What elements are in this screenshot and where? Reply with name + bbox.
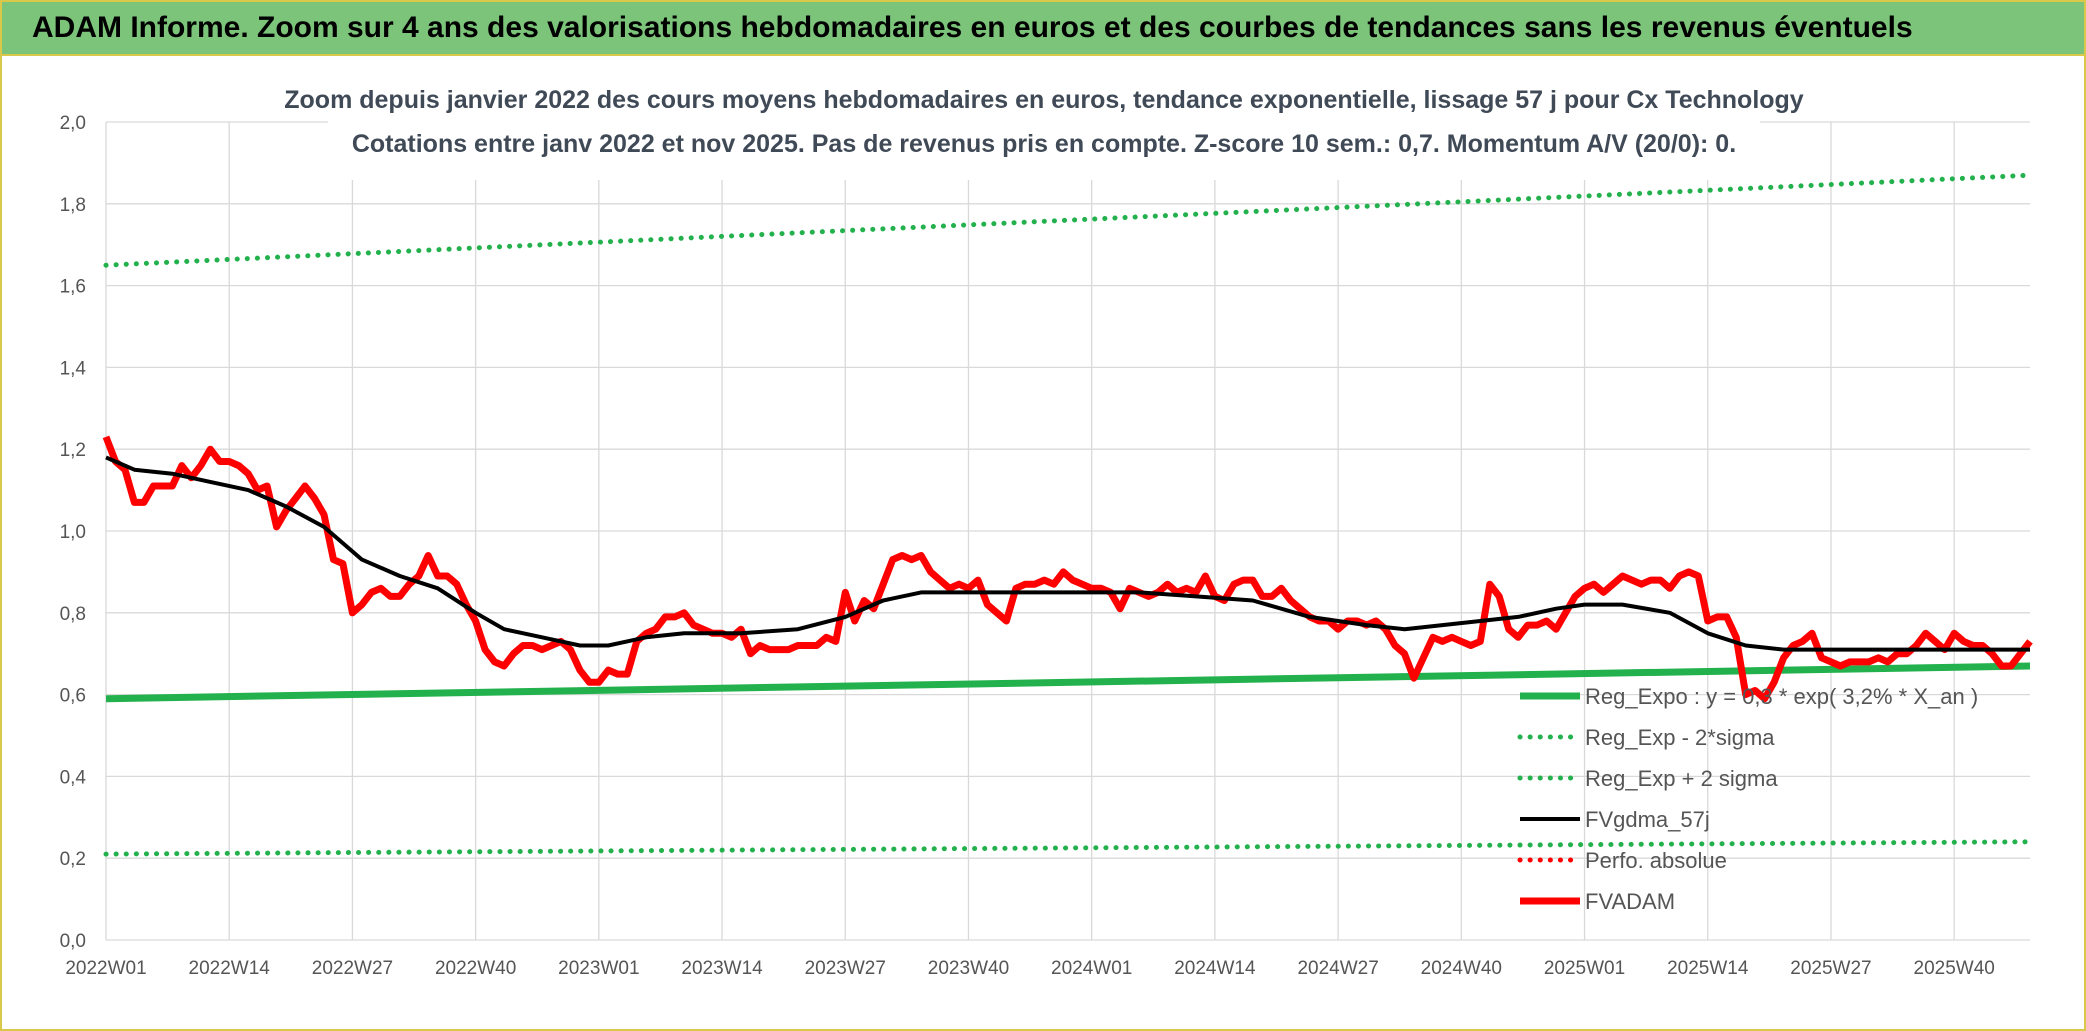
- series-line: [103, 172, 2033, 268]
- chart-title: Zoom depuis janvier 2022 des cours moyen…: [284, 86, 1804, 114]
- y-tick-label: 1,4: [60, 358, 87, 379]
- legend-label: Perfo. absolue: [1585, 848, 1727, 873]
- x-tick-label: 2024W01: [1051, 958, 1132, 979]
- report-title: ADAM Informe. Zoom sur 4 ans des valoris…: [32, 11, 1913, 44]
- chart-subtitle: Cotations entre janv 2022 et nov 2025. P…: [352, 130, 1736, 158]
- x-tick-label: 2025W01: [1544, 958, 1625, 979]
- legend: Reg_Expo : y = 0,3 * exp( 3,2% * X_an ) R…: [1517, 684, 1978, 914]
- x-tick-label: 2023W40: [928, 958, 1009, 979]
- x-tick-label: 2024W27: [1297, 958, 1378, 979]
- x-tick-label: 2025W27: [1790, 958, 1871, 979]
- x-tick-label: 2025W14: [1667, 958, 1749, 979]
- legend-label: FVADAM: [1585, 889, 1675, 914]
- series-line: [105, 662, 2031, 703]
- title-background: [328, 76, 1760, 180]
- y-axis: 0,0 0,2 0,4 0,6 0,8 1,0 1,2 1,4 1,6 1,8 2,0: [60, 113, 87, 952]
- legend-label: Reg_Expo : y = 0,3 * exp( 3,2% * X_an ): [1585, 684, 1978, 709]
- line-chart: 0,0 0,2 0,4 0,6 0,8 1,0 1,2 1,4 1,6 1,8 2,0 2022W0…: [60, 76, 2033, 979]
- y-tick-label: 2,0: [60, 113, 86, 134]
- x-tick-label: 2022W01: [65, 958, 146, 979]
- y-tick-label: 1,0: [60, 522, 86, 543]
- x-tick-label: 2023W27: [805, 958, 886, 979]
- x-tick-label: 2022W27: [312, 958, 393, 979]
- legend-label: Reg_Exp - 2*sigma: [1585, 725, 1775, 750]
- x-tick-label: 2022W40: [435, 958, 516, 979]
- x-axis: 2022W01 2022W14 2022W27 2022W40 2023W01 2023W…: [65, 958, 1995, 979]
- y-tick-label: 0,2: [60, 849, 86, 870]
- series-line: [103, 839, 2033, 857]
- report-banner: ADAM Informe. Zoom sur 4 ans des valoris…: [2, 2, 2084, 56]
- y-tick-label: 0,0: [60, 931, 86, 952]
- series-line: [105, 455, 2030, 652]
- y-tick-label: 1,8: [60, 195, 86, 216]
- legend-label: Reg_Exp + 2 sigma: [1585, 766, 1778, 791]
- y-tick-label: 0,4: [60, 767, 87, 788]
- x-tick-label: 2025W40: [1914, 958, 1995, 979]
- y-tick-label: 1,2: [60, 440, 86, 461]
- y-tick-label: 1,6: [60, 277, 86, 298]
- series-line: [102, 435, 2033, 703]
- x-tick-label: 2023W14: [681, 958, 763, 979]
- series-layer: [102, 172, 2033, 857]
- x-tick-label: 2024W40: [1421, 958, 1502, 979]
- y-tick-label: 0,6: [60, 686, 86, 707]
- x-tick-label: 2024W14: [1174, 958, 1256, 979]
- x-tick-label: 2022W14: [189, 958, 271, 979]
- gridlines: [105, 121, 2030, 941]
- legend-label: FVgdma_57j: [1585, 807, 1710, 832]
- y-tick-label: 0,8: [60, 604, 86, 625]
- x-tick-label: 2023W01: [558, 958, 639, 979]
